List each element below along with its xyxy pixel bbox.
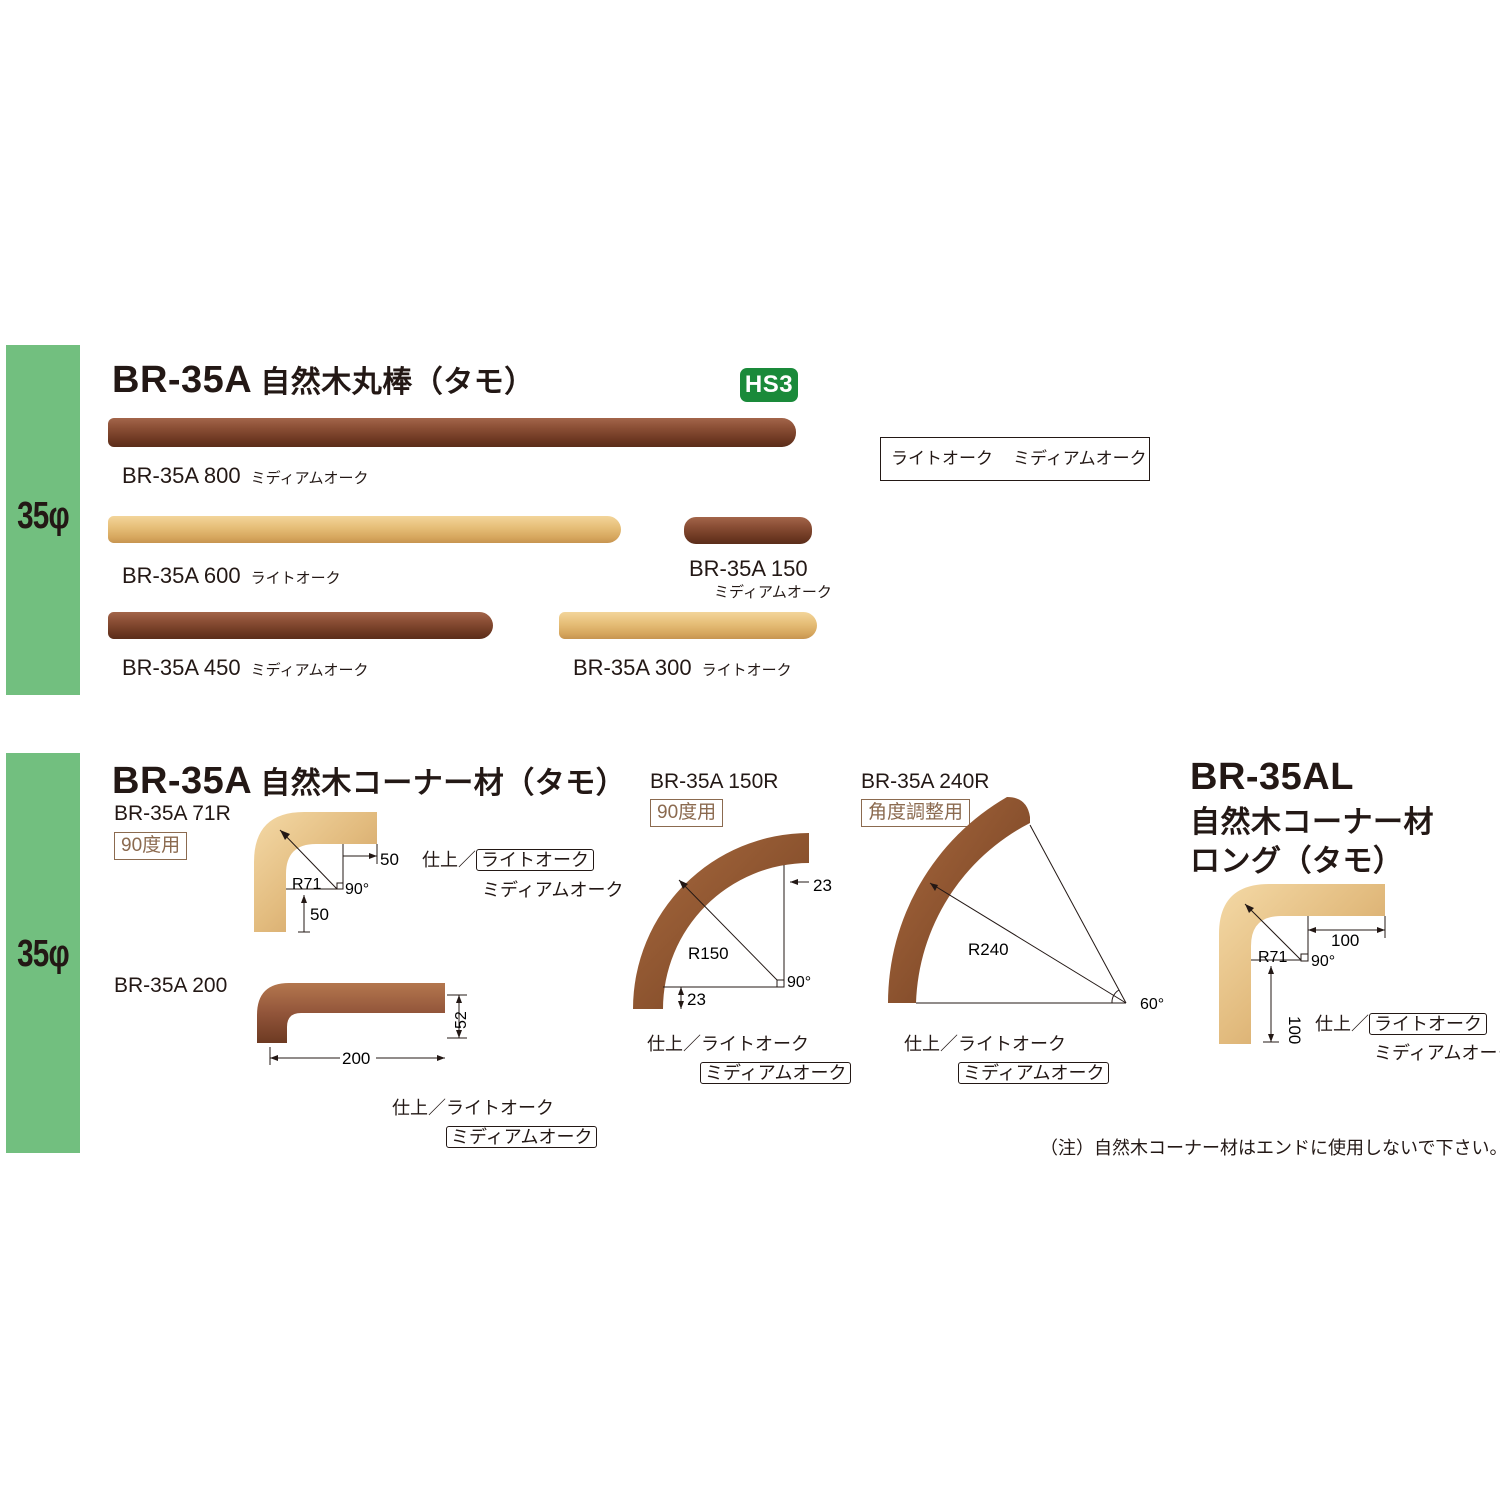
item-al-finish: 仕上／ ライトオーク [1315,1010,1487,1036]
round-bar-150 [684,517,812,544]
corner-150r-shape [633,833,809,1009]
bar-300-label: BR-35A 300 ライトオーク [573,655,792,681]
note-text: （注）自然木コーナー材はエンドに使用しないで下さい。 [1040,1138,1500,1158]
round-bar-450 [108,612,493,639]
corner-240r-shape [888,797,1030,1003]
r150-dim-bottom: 23 [687,990,706,1009]
item-150r-usage: 90度用 [650,799,724,827]
item-al-finish-other: ミディアムオーク [1374,1043,1500,1063]
al-dim-top: 100 [1331,931,1359,950]
bar-150-model: BR-35A 150 [689,556,808,581]
item-150r-finish: 仕上／ライトオーク [647,1030,809,1056]
size-band-2: 35φ [6,753,80,1153]
corner-240r-drawing: R240 60° [888,797,1164,1010]
bar-800-model: BR-35A 800 [122,463,241,488]
item-200-finish-boxed: ミディアムオーク [446,1126,598,1148]
hs3-badge: HS3 [740,368,798,402]
round-bar-800 [108,418,796,447]
al-radius: R71 [1258,949,1287,966]
bar-450-finish: ミディアムオーク [250,662,369,679]
item-240r-finish-prefix: 仕上／ [904,1034,958,1054]
item-150r-finish-boxed: ミディアムオーク [700,1062,852,1084]
item-240r-finish: 仕上／ライトオーク [904,1030,1066,1056]
r240-angle: 60° [1140,996,1164,1010]
item-al-finish-prefix: 仕上／ [1315,1014,1369,1034]
r150-radius: R150 [688,944,729,963]
r71-dim-side: 50 [310,905,329,924]
section2-title: BR-35A 自然木コーナー材（タモ） [112,758,626,803]
item-al-finish-boxed: ライトオーク [1369,1013,1487,1035]
item-240r-finish-plain: ライトオーク [958,1034,1066,1054]
diameter-label: 35φ [17,495,70,537]
item-150r-finish-boxed-wrap: ミディアムオーク [700,1059,852,1085]
bar-300-model: BR-35A 300 [573,655,692,680]
r150-dim-right: 23 [813,876,832,895]
bar-600-model: BR-35A 600 [122,563,241,588]
item-71r-model: BR-35A 71R [114,802,231,825]
item-200-finish-boxed-wrap: ミディアムオーク [446,1123,598,1149]
item-71r-finish-other: ミディアムオーク [482,880,624,900]
bar-800-finish: ミディアムオーク [250,470,369,487]
item-71r-finish: 仕上／ ライトオーク [422,846,594,872]
r150-angle: 90° [787,974,811,991]
bar-600-label: BR-35A 600 ライトオーク [122,563,341,589]
bar-450-label: BR-35A 450 ミディアムオーク [122,655,369,681]
bar-150-finish: ミディアムオーク [714,584,832,601]
item-240r-model: BR-35A 240R [861,770,990,793]
item-al-title-2: ロング（タモ） [1190,845,1404,878]
section2-model: BR-35A [112,760,253,802]
r240-radius: R240 [968,940,1009,959]
al-dim-side: 100 [1285,1016,1304,1044]
corner-al-shape [1219,884,1385,1044]
item-al-title-1: 自然木コーナー材 [1190,806,1434,839]
corner-al-drawing: 100 R71 90° 100 [1219,884,1386,1044]
bar-300-finish: ライトオーク [701,662,792,679]
item-200-model: BR-35A 200 [114,974,228,997]
straight-200-shape [257,983,445,1043]
corner-150r-drawing: 23 23 R150 90° [633,833,832,1009]
item-200-finish: 仕上／ライトオーク [392,1094,554,1120]
bar-450-model: BR-35A 450 [122,655,241,680]
round-bar-600 [108,516,621,543]
item-200-finish-prefix: 仕上／ [392,1098,446,1118]
s200-length: 200 [342,1049,370,1068]
item-71r-finish-boxed: ライトオーク [476,849,594,871]
item-240r-finish-boxed: ミディアムオーク [958,1062,1110,1084]
size-band-1: 35φ [6,345,80,695]
finish-legend: ライトオーク ミディアムオーク [880,437,1150,481]
straight-200-drawing: 200 52 [257,983,470,1068]
al-angle: 90° [1311,953,1335,970]
item-200-finish-plain: ライトオーク [446,1098,554,1118]
item-150r-model: BR-35A 150R [650,770,779,793]
corner-71r-drawing: 50 R71 90° 50 [254,812,399,933]
legend-light-oak: ライトオーク [891,449,993,468]
legend-medium-oak: ミディアムオーク [1013,449,1147,468]
section1-title-jp: 自然木丸棒（タモ） [260,366,535,399]
s200-height: 52 [453,1011,470,1029]
r71-angle: 90° [345,881,369,898]
corner-71r-shape [254,812,377,932]
section1-title: BR-35A 自然木丸棒（タモ） [112,357,535,402]
item-240r-usage: 角度調整用 [861,799,971,827]
item-150r-finish-plain: ライトオーク [701,1034,809,1054]
r71-dim-top: 50 [380,850,399,869]
section2-title-jp: 自然木コーナー材（タモ） [260,767,627,800]
bar-600-finish: ライトオーク [250,570,341,587]
bar-800-label: BR-35A 800 ミディアムオーク [122,463,369,489]
round-bar-300 [559,612,817,639]
item-71r-usage: 90度用 [114,832,188,860]
item-240r-finish-boxed-wrap: ミディアムオーク [958,1059,1110,1085]
item-150r-finish-prefix: 仕上／ [647,1034,701,1054]
section1-model: BR-35A [112,359,253,401]
diameter-label-2: 35φ [17,933,70,975]
item-71r-finish-prefix: 仕上／ [422,850,476,870]
item-al-model: BR-35AL [1190,756,1354,798]
r71-radius: R71 [292,876,321,893]
